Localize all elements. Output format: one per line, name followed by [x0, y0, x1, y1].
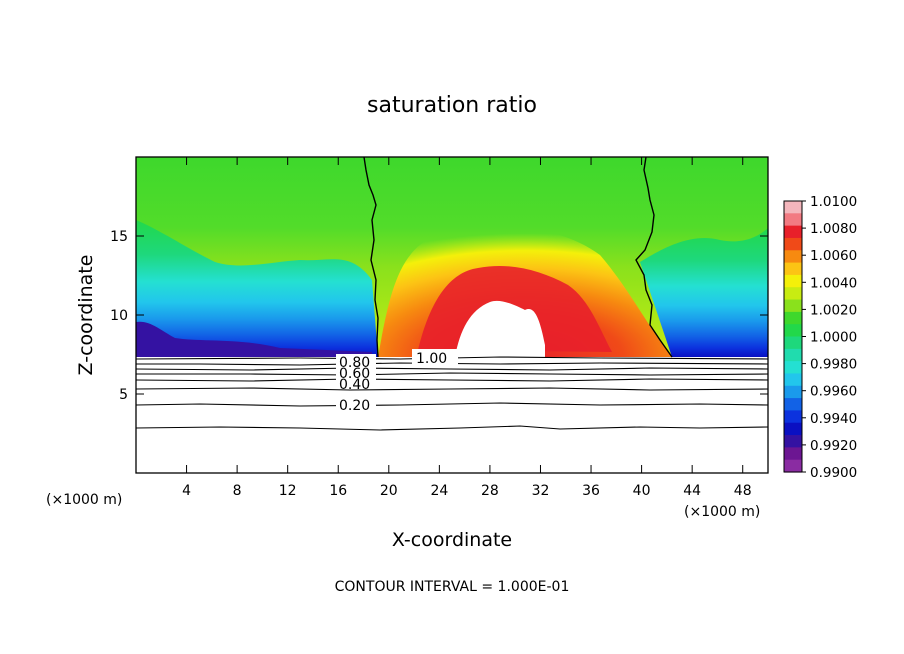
x-tick-label: 16: [329, 483, 347, 499]
colorbar-level-label: 0.9980: [810, 357, 857, 373]
colorbar-level-label: 1.0080: [810, 221, 857, 237]
colorbar-swatch: [784, 201, 802, 214]
lower-layer: [136, 357, 768, 473]
x-tick-label: 12: [279, 483, 297, 499]
colorbar-swatch: [784, 299, 802, 313]
colorbar-swatch: [784, 237, 802, 251]
moist-region-left: [136, 220, 378, 357]
contour-label-0-80: 0.80: [339, 355, 370, 371]
chart-title: saturation ratio: [367, 93, 537, 118]
contour-label-0-40: 0.40: [339, 377, 370, 393]
colorbar-level-label: 1.0040: [810, 275, 857, 291]
contour-line: [136, 367, 768, 371]
contour-labels: 1.00 0.80 0.60 0.40 0.20: [336, 349, 458, 414]
x-tick-label: 44: [683, 483, 701, 499]
colorbar-swatch: [784, 274, 802, 288]
x-tick-label: 36: [582, 483, 600, 499]
colorbar-swatch: [784, 262, 802, 276]
colorbar-swatch: [784, 348, 802, 362]
moist-region-right: [640, 228, 768, 357]
x-tick-label: 24: [430, 483, 448, 499]
colorbar-swatch: [784, 361, 802, 375]
x-tick-label: 28: [481, 483, 499, 499]
colorbar-swatch: [784, 225, 802, 239]
x-unit-left: (×1000 m): [46, 492, 122, 508]
x-tick-label: 20: [380, 483, 398, 499]
contour-label-1-00: 1.00: [416, 351, 447, 367]
contour-label-0-80-bg: [336, 354, 376, 384]
colorbar-swatch: [784, 410, 802, 424]
contour-1-00-left: [363, 157, 379, 358]
x-axis-label: X-coordinate: [392, 529, 512, 551]
colorbar-swatch: [784, 435, 802, 448]
x-unit-right: (×1000 m): [684, 504, 760, 520]
colorbar-level-label: 0.9920: [810, 438, 857, 454]
cloud-gap: [455, 300, 545, 357]
colorbar-swatch: [784, 373, 802, 387]
colorbar-level-label: 1.0100: [810, 194, 857, 210]
colorbar-swatch: [784, 422, 802, 436]
stable-contour-lines: [136, 356, 768, 431]
contour-line: [136, 372, 768, 376]
colorbar-swatch: [784, 336, 802, 350]
x-tick-label: 8: [233, 483, 242, 499]
colorbar-level-label: 0.9940: [810, 411, 857, 427]
y-tick-label: 10: [110, 308, 128, 324]
contour-label-0-60: 0.60: [339, 366, 370, 382]
y-tick-label: 5: [119, 387, 128, 403]
colorbar-swatch: [784, 398, 802, 412]
colorbar-level-label: 0.9960: [810, 384, 857, 400]
y-axis-label: Z-coordinate: [75, 255, 97, 376]
contour-label-1-00-bg: [412, 349, 458, 365]
colorbar-swatch: [784, 213, 802, 227]
contour-label-0-20-bg: [336, 397, 376, 413]
contour-label-0-20: 0.20: [339, 398, 370, 414]
colorbar-level-label: 1.0020: [810, 302, 857, 318]
colorbar-swatch: [784, 459, 802, 473]
contour-line: [136, 378, 768, 382]
colorbar-level-label: 1.0000: [810, 330, 857, 346]
contour-line: [136, 402, 768, 407]
colorbar: 1.0100 1.0080 1.0060 1.0040 1.0020 1.0000 0.99…: [783, 194, 857, 481]
y-axis: 5 10 15: [110, 229, 768, 403]
x-tick-label: 48: [734, 483, 752, 499]
low-saturation-fringe: [136, 321, 372, 357]
contour-1-00-right: [635, 157, 673, 358]
colorbar-swatch: [784, 287, 802, 301]
contour-line: [136, 362, 768, 366]
contour-line: [136, 425, 768, 431]
colorbar-swatch: [784, 324, 802, 338]
contour-interval-footer: CONTOUR INTERVAL = 1.000E-01: [335, 579, 570, 595]
x-tick-label: 40: [633, 483, 651, 499]
colorbar-swatch: [784, 385, 802, 399]
x-tick-label: 32: [532, 483, 550, 499]
x-axis: 4 8 12 16 20 24 28 32 36 40 44 48: [182, 157, 752, 499]
colorbar-swatch: [784, 311, 802, 325]
colorbar-level-label: 1.0060: [810, 248, 857, 264]
plot-area: [136, 157, 768, 473]
contour-line: [136, 387, 768, 391]
x-tick-label: 4: [182, 483, 191, 499]
colorbar-level-label: 0.9900: [810, 465, 857, 481]
colorbar-swatch: [784, 250, 802, 264]
colorbar-swatch: [784, 447, 802, 461]
y-tick-label: 15: [110, 229, 128, 245]
